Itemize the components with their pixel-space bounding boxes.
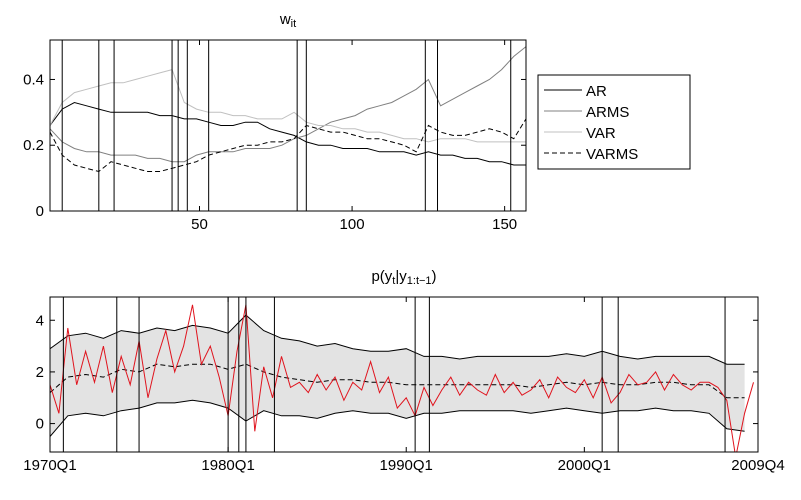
x-tick-label: 1970Q1 [23,457,76,474]
y-tick-label: 0.4 [23,71,44,88]
y-tick-label: 2 [36,364,44,381]
legend-label: AR [586,83,607,100]
title-part: |y [395,268,407,285]
x-tick-label: 150 [492,216,517,233]
legend-label: VARMS [586,146,638,163]
series-line [50,363,745,399]
title-part: w [279,11,291,28]
plot-area [50,297,754,452]
legend-label: ARMS [586,104,629,121]
chart-title: p(yt|y1:t−1) [371,268,436,287]
band-edge [50,399,745,437]
title-subscript: t [392,275,395,287]
x-tick-label: 50 [191,216,208,233]
y-tick-label: 0.2 [23,137,44,154]
x-tick-label: 2000Q1 [558,457,611,474]
y-tick-label: 0 [36,203,44,220]
x-tick-label: 2009Q4 [731,457,784,474]
series-line [50,68,526,143]
title-subscript: it [291,18,297,30]
y-tick-label: 4 [36,312,44,329]
band-area [50,315,745,437]
x-tick-label: 1980Q1 [201,457,254,474]
chart-title: wit [279,11,296,30]
title-part: ) [432,268,437,285]
plot-area [50,40,526,211]
series-line [50,304,754,452]
axes-frame [49,39,527,212]
series-line [50,46,526,163]
series-line [50,118,526,173]
title-subscript: 1:t−1 [407,275,432,287]
y-tick-label: 0 [36,416,44,433]
x-tick-label: 100 [340,216,365,233]
x-tick-label: 1990Q1 [380,457,433,474]
axes-frame [49,296,759,453]
title-part: p(y [371,268,392,285]
legend-label: VAR [586,125,616,142]
series-line [50,101,526,166]
